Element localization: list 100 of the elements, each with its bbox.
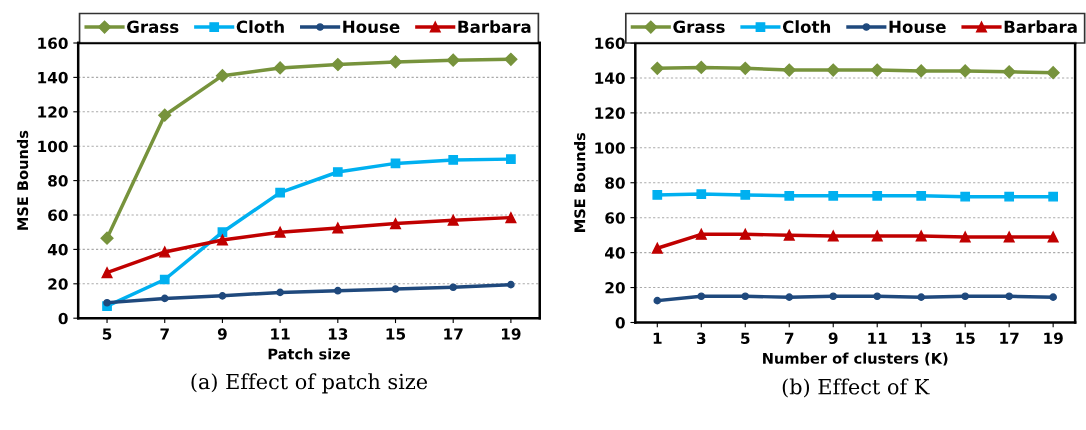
point xyxy=(505,212,517,224)
point xyxy=(653,296,662,305)
x-tick-label: 7 xyxy=(784,332,794,344)
point xyxy=(276,288,284,297)
point xyxy=(448,155,459,165)
legend-label: Cloth xyxy=(236,20,284,34)
x-tick-label: 19 xyxy=(1044,332,1063,345)
point xyxy=(871,230,883,242)
point xyxy=(828,190,839,201)
point xyxy=(273,61,287,75)
point xyxy=(103,298,111,307)
text: (a) Effect of patch size xyxy=(191,373,428,394)
point xyxy=(158,108,172,122)
x-tick-label: 13 xyxy=(912,332,931,345)
point xyxy=(275,187,285,198)
legend-label: Grass xyxy=(673,20,725,34)
point xyxy=(159,246,171,258)
x-tick-label: 13 xyxy=(328,328,348,340)
point xyxy=(651,242,663,254)
y-tick-label: 140 xyxy=(595,72,625,84)
x-tick-label: 3 xyxy=(696,332,706,345)
point xyxy=(695,228,707,240)
point xyxy=(961,292,970,301)
x-tick-label: 11 xyxy=(271,328,290,340)
y-tick-label: 0 xyxy=(58,312,68,325)
point xyxy=(694,60,708,75)
point xyxy=(783,229,795,241)
point xyxy=(738,61,752,75)
point xyxy=(160,294,169,303)
point xyxy=(447,214,459,226)
point xyxy=(917,293,926,301)
point xyxy=(782,63,796,77)
point xyxy=(216,234,228,246)
point xyxy=(507,280,515,289)
x-tick-label: 15 xyxy=(386,328,406,340)
point xyxy=(1048,191,1059,202)
point xyxy=(960,191,971,202)
point xyxy=(504,52,518,66)
y-axis-title: MSE Bounds xyxy=(16,130,29,230)
point xyxy=(215,69,230,83)
legend-label: House xyxy=(343,20,400,34)
point xyxy=(100,231,114,245)
y-axis-title: MSE Bounds xyxy=(574,132,586,232)
point xyxy=(1046,66,1060,80)
point xyxy=(650,61,664,75)
point xyxy=(506,154,516,164)
point xyxy=(1004,191,1015,202)
y-tick-label: 40 xyxy=(47,243,68,256)
point xyxy=(872,190,883,201)
point xyxy=(391,285,400,293)
point xyxy=(274,226,286,238)
point xyxy=(331,57,345,72)
y-tick-label: 100 xyxy=(595,142,625,154)
x-tick-label: 5 xyxy=(741,332,750,345)
point xyxy=(1005,292,1013,301)
point xyxy=(696,189,707,199)
point xyxy=(389,218,402,230)
point xyxy=(449,283,458,292)
x-tick-label: 5 xyxy=(102,328,112,340)
point xyxy=(785,293,794,301)
y-tick-label: 20 xyxy=(605,282,625,294)
y-tick-label: 80 xyxy=(48,175,68,187)
y-tick-label: 100 xyxy=(38,140,68,153)
point xyxy=(652,190,663,200)
point xyxy=(1047,231,1059,243)
y-tick-label: 120 xyxy=(595,107,625,119)
point xyxy=(218,292,227,300)
x-tick-label: 9 xyxy=(217,328,227,340)
point xyxy=(827,230,839,242)
point xyxy=(101,267,113,279)
text: (b) Effect of K xyxy=(782,378,930,398)
point xyxy=(826,63,840,77)
x-tick-label: 17 xyxy=(444,328,463,340)
legend-label: House xyxy=(889,20,946,34)
legend-label: Grass xyxy=(127,20,179,34)
x-tick-label: 17 xyxy=(1000,332,1019,344)
point xyxy=(914,64,928,78)
point xyxy=(784,190,795,201)
x-tick-label: 15 xyxy=(956,332,975,345)
point xyxy=(741,292,750,301)
x-tick-label: 9 xyxy=(828,332,838,345)
point xyxy=(217,227,228,238)
y-tick-label: 60 xyxy=(48,209,68,222)
x-axis-title: Number of clusters (K) xyxy=(763,352,948,366)
x-tick-label: 11 xyxy=(868,332,887,344)
y-tick-label: 140 xyxy=(38,71,68,84)
y-tick-label: 80 xyxy=(605,177,625,189)
legend-label: Barbara xyxy=(1004,20,1077,34)
y-tick-label: 40 xyxy=(605,247,625,259)
point xyxy=(1002,65,1016,79)
y-tick-label: 20 xyxy=(48,278,68,290)
point xyxy=(870,63,884,77)
legend-label: Cloth xyxy=(782,20,831,34)
y-tick-label: 60 xyxy=(605,212,625,224)
x-tick-label: 7 xyxy=(160,328,169,340)
y-tick-label: 160 xyxy=(595,37,625,50)
point xyxy=(332,222,344,234)
point xyxy=(959,231,971,243)
point xyxy=(915,230,927,242)
point xyxy=(873,292,882,301)
